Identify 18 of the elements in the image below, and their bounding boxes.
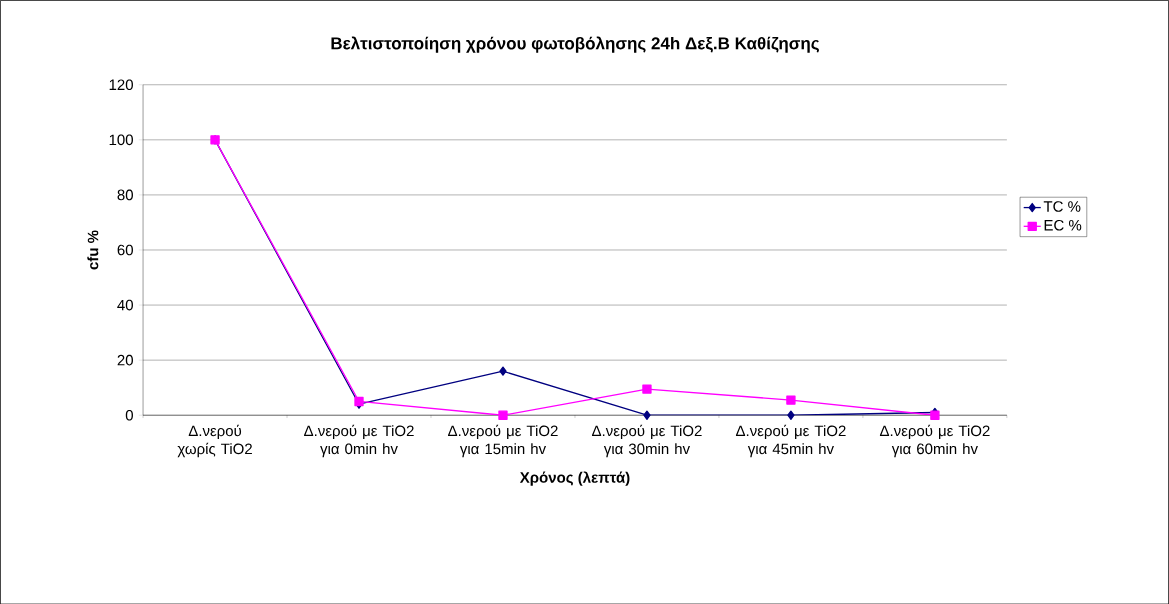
x-tick-label: Δ.νερού με TiO2 για 45min hv	[735, 424, 846, 457]
y-tick-label: 20	[117, 354, 133, 366]
y-tick-label: 80	[117, 189, 133, 200]
x-axis-title: Χρόνος (λεπτά)	[519, 471, 630, 486]
legend-label: TC %	[1043, 200, 1081, 212]
y-axis-title: cfu %	[87, 230, 99, 270]
chart-title: Βελτιστοποίηση χρόνου φωτοβόλησης 24h Δεξ.Β Καθίζησης	[331, 36, 819, 53]
legend-label: EC %	[1044, 219, 1082, 231]
x-tick-label: Δ.νερού με TiO2 για 30min hv	[591, 424, 702, 457]
x-tick-label: Δ.νερού με TiO2 για 15min hv	[448, 424, 558, 457]
y-tick-label: 60	[117, 244, 133, 256]
y-tick-label: 40	[117, 299, 133, 311]
y-tick-label: 120	[109, 79, 133, 90]
y-tick-label: 100	[109, 134, 133, 145]
y-tick-label: 0	[125, 409, 133, 421]
x-tick-label: Δ.νερού με TiO2 για 60min hv	[879, 424, 990, 457]
x-tick-label: Δ.νερού χωρίς TiO2	[177, 424, 252, 457]
x-tick-label: Δ.νερού με TiO2 για 0min hv	[304, 424, 414, 457]
